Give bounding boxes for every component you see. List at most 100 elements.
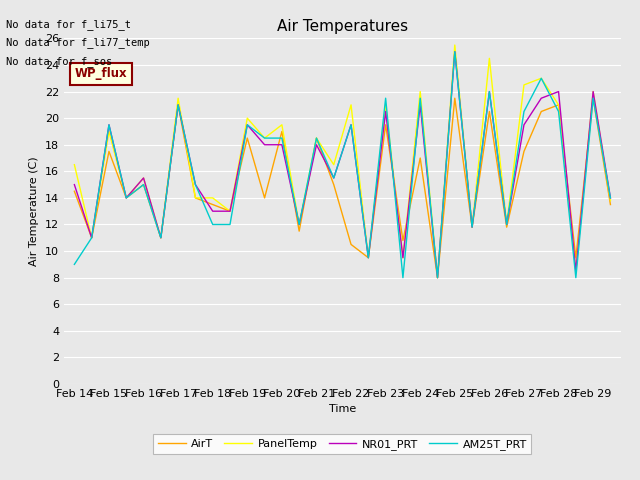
Line: NR01_PRT: NR01_PRT [74, 52, 611, 277]
AirT [243, 135, 251, 141]
AM25T_PRT [122, 195, 130, 201]
NR01_PRT [191, 182, 199, 188]
AirT [555, 102, 563, 108]
PanelTemp [399, 255, 407, 261]
AM25T_PRT [468, 224, 476, 230]
AM25T_PRT [105, 122, 113, 128]
NR01_PRT [538, 96, 545, 101]
PanelTemp [70, 162, 78, 168]
NR01_PRT [243, 122, 251, 128]
AM25T_PRT [88, 235, 95, 240]
NR01_PRT [417, 102, 424, 108]
AirT [157, 235, 164, 240]
AM25T_PRT [174, 102, 182, 108]
PanelTemp [122, 195, 130, 201]
AirT [434, 275, 442, 280]
NR01_PRT [105, 122, 113, 128]
NR01_PRT [226, 208, 234, 214]
AirT [191, 195, 199, 201]
AirT [417, 155, 424, 161]
NR01_PRT [330, 175, 337, 181]
AirT [589, 96, 597, 101]
AM25T_PRT [417, 96, 424, 101]
AM25T_PRT [243, 122, 251, 128]
NR01_PRT [468, 224, 476, 230]
NR01_PRT [70, 182, 78, 188]
AM25T_PRT [486, 89, 493, 95]
AirT [174, 102, 182, 108]
PanelTemp [330, 162, 337, 168]
AM25T_PRT [434, 275, 442, 280]
PanelTemp [468, 224, 476, 230]
PanelTemp [503, 222, 511, 228]
PanelTemp [555, 102, 563, 108]
PanelTemp [312, 135, 320, 141]
AM25T_PRT [260, 135, 268, 141]
AM25T_PRT [191, 182, 199, 188]
Text: No data for f_li77_temp: No data for f_li77_temp [6, 37, 150, 48]
AirT [278, 129, 285, 134]
Text: No data for f_li75_t: No data for f_li75_t [6, 19, 131, 30]
PanelTemp [278, 122, 285, 128]
NR01_PRT [589, 89, 597, 95]
Line: PanelTemp: PanelTemp [74, 45, 611, 277]
AirT [607, 202, 614, 207]
NR01_PRT [278, 142, 285, 148]
AM25T_PRT [399, 275, 407, 280]
PanelTemp [365, 255, 372, 261]
Title: Air Temperatures: Air Temperatures [277, 20, 408, 35]
PanelTemp [382, 102, 390, 108]
AirT [468, 224, 476, 230]
AirT [382, 122, 390, 128]
PanelTemp [520, 82, 528, 88]
NR01_PRT [365, 255, 372, 261]
NR01_PRT [295, 222, 303, 228]
PanelTemp [209, 195, 216, 201]
AM25T_PRT [330, 175, 337, 181]
NR01_PRT [451, 49, 459, 55]
NR01_PRT [607, 195, 614, 201]
NR01_PRT [399, 255, 407, 261]
Line: AirT: AirT [74, 98, 611, 277]
AirT [226, 208, 234, 214]
AM25T_PRT [503, 222, 511, 228]
AirT [348, 241, 355, 247]
AirT [572, 255, 580, 261]
PanelTemp [607, 198, 614, 204]
AM25T_PRT [70, 262, 78, 267]
Text: WP_flux: WP_flux [75, 67, 128, 80]
PanelTemp [140, 175, 147, 181]
AM25T_PRT [226, 222, 234, 228]
Legend: AirT, PanelTemp, NR01_PRT, AM25T_PRT: AirT, PanelTemp, NR01_PRT, AM25T_PRT [154, 434, 531, 454]
PanelTemp [157, 235, 164, 240]
AM25T_PRT [278, 135, 285, 141]
PanelTemp [572, 268, 580, 274]
AirT [122, 195, 130, 201]
NR01_PRT [503, 222, 511, 228]
Text: No data for f_sos: No data for f_sos [6, 56, 113, 67]
AM25T_PRT [312, 135, 320, 141]
PanelTemp [191, 195, 199, 201]
AM25T_PRT [520, 108, 528, 114]
AirT [312, 135, 320, 141]
PanelTemp [417, 89, 424, 95]
NR01_PRT [572, 268, 580, 274]
AirT [140, 182, 147, 188]
AirT [520, 148, 528, 154]
AirT [538, 108, 545, 114]
PanelTemp [434, 275, 442, 280]
PanelTemp [538, 75, 545, 81]
PanelTemp [486, 56, 493, 61]
NR01_PRT [312, 142, 320, 148]
AM25T_PRT [209, 222, 216, 228]
NR01_PRT [122, 195, 130, 201]
PanelTemp [226, 208, 234, 214]
AirT [105, 148, 113, 154]
AirT [330, 182, 337, 188]
NR01_PRT [434, 275, 442, 280]
NR01_PRT [88, 235, 95, 240]
NR01_PRT [209, 208, 216, 214]
NR01_PRT [348, 122, 355, 128]
PanelTemp [451, 42, 459, 48]
AirT [295, 228, 303, 234]
